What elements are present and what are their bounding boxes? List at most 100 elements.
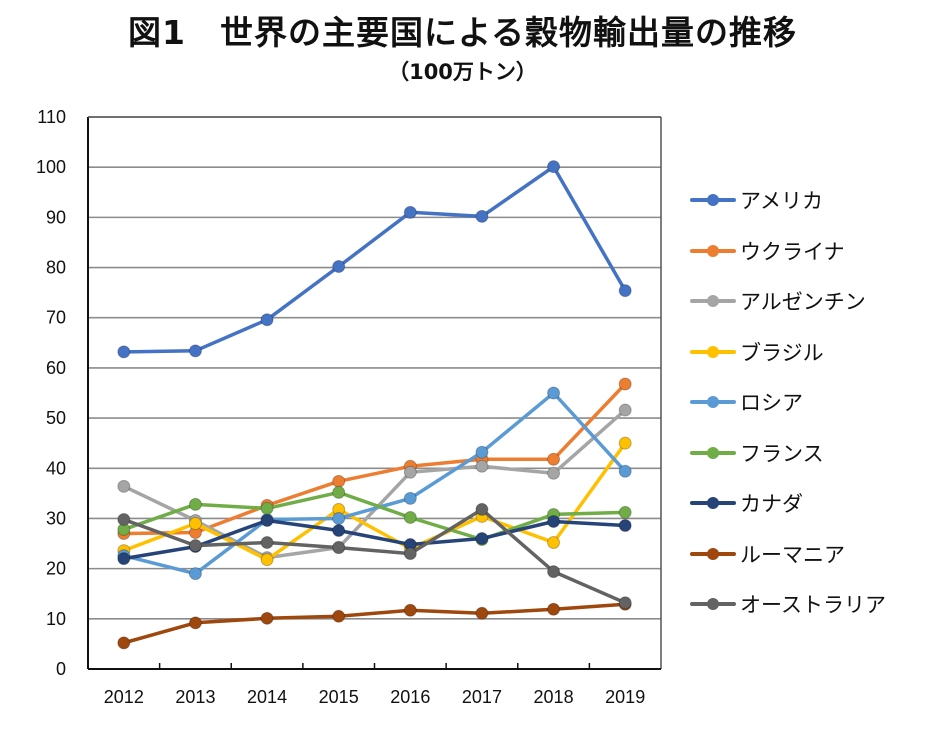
series-line: [122, 164, 627, 354]
data-point: [188, 344, 202, 358]
data-point: [332, 485, 346, 499]
data-point: [117, 479, 131, 493]
x-tick-label: 2013: [175, 687, 215, 707]
y-tick-label: 70: [46, 308, 66, 328]
y-axis-ticks: 0 10 20 30 40 50 60 70 80 90 100 110: [36, 107, 66, 679]
y-tick-label: 0: [56, 659, 66, 679]
data-point: [260, 513, 274, 527]
data-point: [475, 209, 489, 223]
series-line: [122, 490, 627, 542]
data-point: [403, 465, 417, 479]
data-point: [547, 386, 561, 400]
x-tick-label: 2019: [605, 687, 645, 707]
series-line: [122, 507, 627, 605]
legend-label: カナダ: [740, 492, 803, 516]
data-point: [547, 536, 561, 550]
x-tick-label: 2014: [247, 687, 287, 707]
legend-item: ロシア: [690, 387, 803, 417]
data-point: [188, 497, 202, 511]
y-tick-label: 20: [46, 559, 66, 579]
y-tick-label: 60: [46, 358, 66, 378]
data-point: [188, 516, 202, 530]
y-tick-label: 50: [46, 408, 66, 428]
y-tick-label: 40: [46, 458, 66, 478]
data-point: [547, 602, 561, 616]
legend-label: ブラジル: [740, 340, 824, 365]
data-point: [332, 511, 346, 525]
x-tick-label: 2015: [319, 687, 359, 707]
y-tick-label: 10: [46, 609, 66, 629]
legend-item: ウクライナ: [690, 236, 845, 266]
data-point: [475, 459, 489, 473]
data-point: [547, 160, 561, 174]
data-point: [188, 616, 202, 630]
legend-label: ロシア: [740, 391, 803, 415]
legend-item: アルゼンチン: [690, 286, 866, 316]
legend-line-marker-icon: [690, 443, 736, 463]
data-point: [403, 491, 417, 505]
data-point: [618, 505, 632, 519]
data-point: [260, 313, 274, 327]
legend-line-marker-icon: [690, 392, 736, 412]
series-line: [122, 602, 627, 645]
data-point: [618, 284, 632, 298]
y-tick-label: 30: [46, 508, 66, 528]
series-line: [122, 391, 627, 576]
data-point: [618, 518, 632, 532]
series-4: [117, 386, 632, 581]
data-point: [547, 466, 561, 480]
data-point: [332, 609, 346, 623]
x-tick-label: 2012: [104, 687, 144, 707]
legend-label: フランス: [740, 441, 824, 466]
data-point: [332, 541, 346, 555]
data-point: [403, 603, 417, 617]
series-7: [117, 597, 632, 650]
legend-item: アメリカ: [690, 185, 823, 215]
series-8: [117, 502, 632, 610]
legend-line-marker-icon: [690, 342, 736, 362]
legend-item: ルーマニア: [690, 539, 845, 569]
chart-title: 図1 世界の主要国による穀物輸出量の推移: [128, 13, 797, 52]
legend-item: ブラジル: [690, 337, 824, 367]
gridlines: [88, 116, 661, 620]
series-line: [122, 518, 627, 561]
legend-item: オーストラリア: [690, 589, 886, 619]
data-point: [547, 565, 561, 579]
data-point: [475, 606, 489, 620]
data-point: [475, 445, 489, 459]
data-point: [260, 536, 274, 550]
data-point: [547, 514, 561, 528]
x-tick-label: 2018: [534, 687, 574, 707]
data-point: [188, 539, 202, 553]
legend-line-marker-icon: [690, 291, 736, 311]
legend-label: ルーマニア: [740, 542, 845, 567]
x-tick-label: 2017: [462, 687, 502, 707]
data-point: [547, 452, 561, 466]
legend-item: フランス: [690, 438, 824, 468]
legend-label: オーストラリア: [740, 593, 886, 617]
data-point: [260, 611, 274, 625]
chart-subtitle: （100万トン）: [388, 60, 537, 84]
data-point: [260, 501, 274, 515]
data-point: [403, 510, 417, 524]
y-tick-label: 90: [46, 207, 66, 227]
data-point: [618, 436, 632, 450]
y-tick-label: 80: [46, 258, 66, 278]
data-point: [260, 553, 274, 567]
data-point: [618, 403, 632, 417]
data-point: [403, 205, 417, 219]
data-point: [475, 502, 489, 516]
data-point: [117, 345, 131, 359]
legend-label: アメリカ: [740, 189, 823, 213]
legend-label: ウクライナ: [740, 239, 845, 264]
data-point: [332, 474, 346, 488]
data-point: [117, 512, 131, 526]
legend-label: アルゼンチン: [740, 290, 866, 314]
data-point: [332, 523, 346, 537]
series-lines: [117, 160, 632, 650]
series-line: [122, 441, 627, 562]
data-point: [117, 552, 131, 566]
y-tick-label: 100: [36, 157, 66, 177]
legend-line-marker-icon: [690, 241, 736, 261]
